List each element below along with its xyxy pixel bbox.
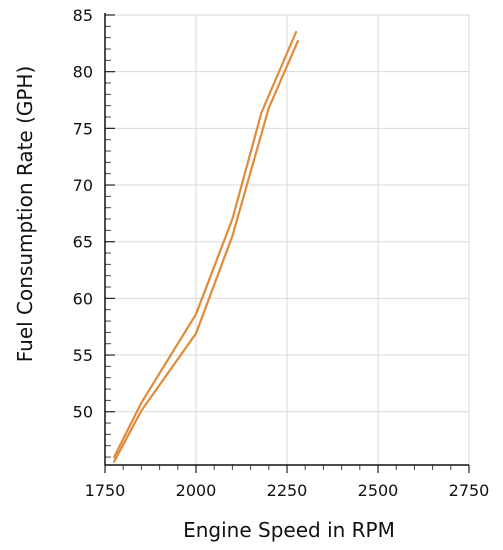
y-tick-label: 65 [73, 233, 93, 252]
y-tick-label: 80 [73, 63, 93, 82]
tick-labels: 1750 2000 2250 2500 2750 50 55 60 65 70 75 80 85 [73, 6, 490, 500]
x-tick-label: 2500 [358, 481, 399, 500]
y-axis-title: Fuel Consumption Rate (GPH) [13, 66, 37, 363]
y-tick-label: 50 [73, 403, 93, 422]
x-tick-label: 2250 [267, 481, 308, 500]
x-tick-label: 1750 [85, 481, 126, 500]
axes [104, 13, 470, 473]
y-tick-label: 55 [73, 346, 93, 365]
minor-ticks [105, 25, 452, 470]
x-axis-title: Engine Speed in RPM [183, 518, 395, 542]
x-tick-label: 2750 [449, 481, 490, 500]
series-line-2 [112, 39, 299, 463]
y-tick-label: 60 [73, 289, 93, 308]
series-layer [112, 30, 299, 463]
y-tick-label: 75 [73, 119, 93, 138]
series-line-1 [112, 30, 298, 459]
y-tick-label: 70 [73, 176, 93, 195]
x-tick-label: 2000 [176, 481, 217, 500]
grid [105, 14, 470, 465]
y-tick-label: 85 [73, 6, 93, 25]
